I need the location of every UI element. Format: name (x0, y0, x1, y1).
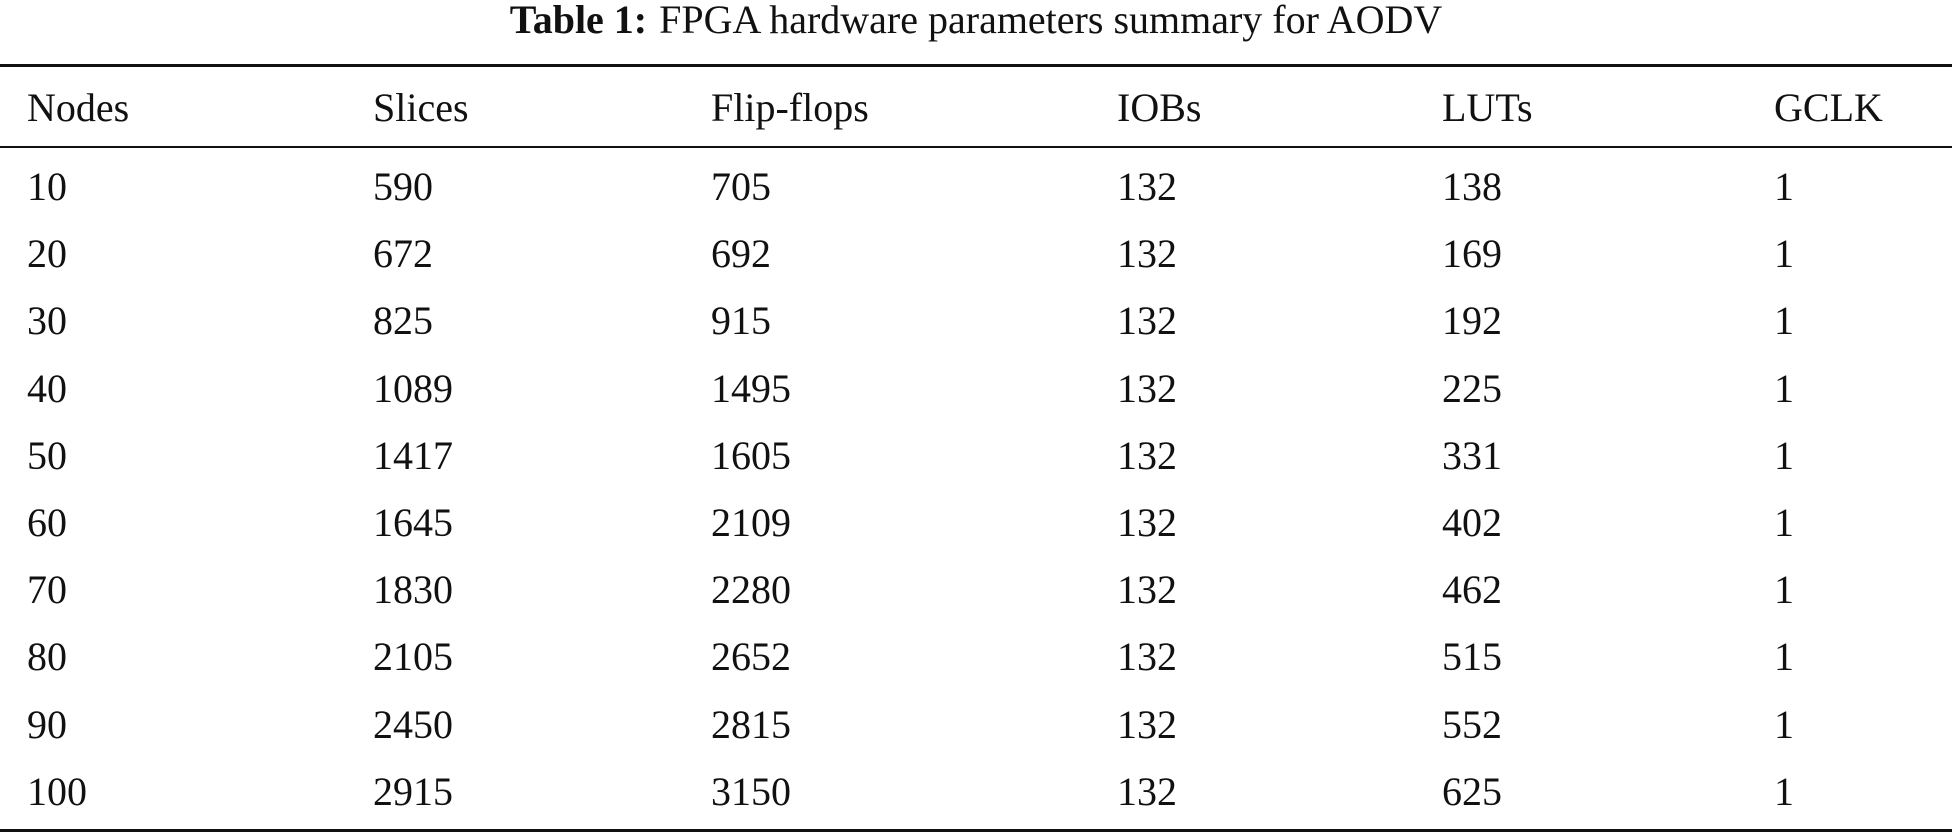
table-caption: Table 1: FPGA hardware parameters summary… (0, 0, 1952, 40)
table-cell: 672 (373, 231, 433, 277)
table-cell: 90 (27, 701, 67, 747)
table-cell: 590 (373, 164, 433, 209)
table-cell: 625 (1442, 768, 1502, 814)
table-cell: 515 (1442, 634, 1502, 680)
bottom-rule (0, 829, 1952, 832)
table-cell: 132 (1117, 231, 1177, 277)
table-cell: 1089 (373, 365, 453, 411)
table-cell: 1 (1774, 365, 1794, 411)
table-cell: 2450 (373, 701, 453, 747)
table-cell: 50 (27, 432, 67, 478)
table-cell: 132 (1117, 634, 1177, 680)
table-cell: 2280 (711, 567, 791, 613)
table-cell: 70 (27, 567, 67, 613)
table-cell: 2109 (711, 500, 791, 545)
table-cell: 331 (1442, 432, 1502, 478)
table-cell: 1 (1774, 500, 1794, 545)
table-cell: 132 (1117, 432, 1177, 478)
table-cell: 40 (27, 365, 67, 411)
top-rule (0, 64, 1952, 67)
table-cell: 132 (1117, 701, 1177, 747)
table-cell: 192 (1442, 298, 1502, 344)
caption-label: Table 1: (509, 0, 648, 42)
table-cell: 132 (1117, 768, 1177, 814)
table-cell: 1 (1774, 231, 1794, 277)
table-cell: 692 (711, 231, 771, 277)
table-cell: 3150 (711, 768, 791, 814)
table-cell: 1830 (373, 567, 453, 613)
table-cell: 1495 (711, 365, 791, 411)
table-cell: 20 (27, 231, 67, 277)
table-cell: 2915 (373, 768, 453, 814)
table-cell: 1 (1774, 768, 1794, 814)
table-cell: 100 (27, 768, 87, 814)
column-header: Flip-flops (711, 85, 869, 130)
table-cell: 1417 (373, 432, 453, 478)
table-cell: 552 (1442, 701, 1502, 747)
table-cell: 1 (1774, 701, 1794, 747)
column-header: GCLK (1774, 85, 1883, 130)
table-cell: 80 (27, 634, 67, 680)
table-cell: 2815 (711, 701, 791, 747)
table-cell: 402 (1442, 500, 1502, 545)
table-cell: 225 (1442, 365, 1502, 411)
column-header: IOBs (1117, 85, 1202, 130)
table-cell: 1 (1774, 298, 1794, 344)
table-cell: 132 (1117, 164, 1177, 209)
table-cell: 169 (1442, 231, 1502, 277)
table-cell: 60 (27, 500, 67, 545)
table-cell: 1 (1774, 634, 1794, 680)
table-cell: 1 (1774, 567, 1794, 613)
table-cell: 10 (27, 164, 67, 209)
table-cell: 132 (1117, 500, 1177, 545)
table-cell: 132 (1117, 365, 1177, 411)
caption-text: FPGA hardware parameters summary for AOD… (659, 0, 1443, 42)
header-rule (0, 146, 1952, 148)
table-cell: 2652 (711, 634, 791, 680)
table-cell: 1645 (373, 500, 453, 545)
table-cell: 2105 (373, 634, 453, 680)
table-cell: 825 (373, 298, 433, 344)
table-cell: 1605 (711, 432, 791, 478)
table-cell: 462 (1442, 567, 1502, 613)
table-cell: 915 (711, 298, 771, 344)
table-cell: 138 (1442, 164, 1502, 209)
table-cell: 705 (711, 164, 771, 209)
column-header: LUTs (1442, 85, 1533, 130)
table-cell: 1 (1774, 432, 1794, 478)
table-cell: 30 (27, 298, 67, 344)
table-cell: 132 (1117, 298, 1177, 344)
table-cell: 1 (1774, 164, 1794, 209)
table-cell: 132 (1117, 567, 1177, 613)
column-header: Nodes (27, 85, 130, 130)
column-header: Slices (373, 85, 469, 130)
